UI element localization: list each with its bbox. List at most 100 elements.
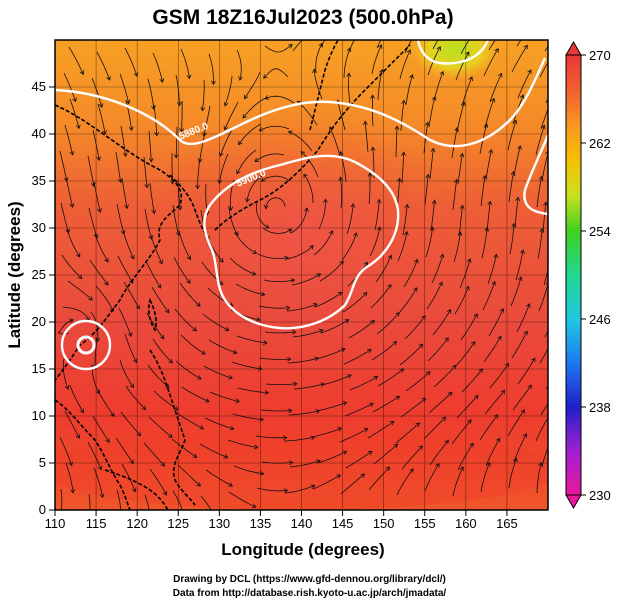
colorbar-tick-label: 230 bbox=[589, 488, 611, 503]
streamline-arrow bbox=[469, 442, 474, 448]
streamline bbox=[398, 287, 418, 314]
streamline bbox=[484, 98, 495, 129]
streamline-arrow bbox=[141, 405, 147, 411]
streamline bbox=[149, 468, 167, 496]
streamline-arrow bbox=[195, 185, 201, 190]
streamline-arrow bbox=[122, 152, 128, 158]
streamline bbox=[218, 153, 229, 184]
streamline-arrow bbox=[291, 329, 297, 335]
streamline bbox=[425, 226, 434, 258]
streamline-arrow bbox=[318, 328, 324, 334]
streamline bbox=[511, 331, 528, 359]
colorbar-top-arrow bbox=[565, 40, 582, 56]
streamline bbox=[458, 205, 463, 237]
streamline-arrow bbox=[192, 327, 197, 332]
streamline bbox=[224, 75, 233, 107]
streamline-arrow bbox=[64, 385, 70, 390]
streamline-arrow bbox=[68, 461, 73, 467]
streamline bbox=[318, 199, 326, 230]
streamline-arrow bbox=[97, 208, 102, 213]
streamline-arrow bbox=[162, 490, 168, 496]
streamline bbox=[261, 175, 291, 182]
streamline bbox=[265, 197, 286, 209]
streamline bbox=[508, 171, 514, 203]
streamline bbox=[485, 438, 501, 467]
colorbar-ticks: 270 262 254 246 238 230 bbox=[581, 48, 611, 503]
streamline bbox=[204, 417, 234, 430]
streamline-arrow bbox=[320, 382, 326, 387]
streamline bbox=[374, 199, 380, 231]
streamline bbox=[148, 416, 173, 438]
colorbar-bar bbox=[565, 54, 582, 496]
streamline-arrow bbox=[288, 44, 293, 49]
streamline-arrow bbox=[424, 121, 430, 127]
streamline-arrow bbox=[519, 94, 525, 99]
streamline bbox=[487, 254, 497, 285]
streamline bbox=[242, 97, 267, 119]
y-tick-label: 5 bbox=[39, 455, 46, 470]
streamline-arrow bbox=[465, 51, 470, 57]
streamline bbox=[92, 415, 110, 443]
streamline bbox=[143, 442, 165, 467]
streamline bbox=[427, 337, 449, 362]
streamline-arrow bbox=[510, 170, 516, 176]
streamline-arrow bbox=[288, 408, 293, 414]
streamline-arrow bbox=[131, 487, 137, 493]
streamline-arrow bbox=[293, 381, 298, 387]
streamline bbox=[197, 157, 201, 189]
streamline-arrow bbox=[258, 127, 264, 132]
credit-data: Data from http://database.rish.kyoto-u.a… bbox=[172, 588, 447, 599]
streamline bbox=[291, 273, 321, 286]
streamline-arrow bbox=[431, 199, 437, 205]
streamline-arrow bbox=[117, 178, 123, 184]
streamline bbox=[224, 101, 239, 130]
streamline bbox=[514, 197, 519, 229]
streamline-arrow bbox=[387, 254, 393, 260]
streamline bbox=[346, 203, 354, 235]
streamline bbox=[483, 336, 502, 363]
streamline bbox=[455, 341, 476, 367]
streamline-arrow bbox=[310, 29, 314, 33]
streamline-arrow bbox=[173, 154, 179, 159]
warm-high-core bbox=[140, 110, 460, 370]
streamline bbox=[60, 202, 70, 233]
streamline-arrow bbox=[392, 341, 398, 346]
streamline bbox=[256, 487, 288, 492]
streamline bbox=[115, 151, 122, 183]
streamline bbox=[177, 464, 201, 487]
streamline-arrow bbox=[264, 224, 270, 229]
streamline bbox=[459, 258, 471, 289]
streamline-arrow bbox=[538, 175, 544, 181]
y-tick-label: 20 bbox=[32, 314, 46, 329]
streamline bbox=[343, 47, 351, 79]
credit-drawing: Drawing by DCL (https://www.gfd-dennou.o… bbox=[173, 574, 446, 585]
streamline bbox=[120, 125, 127, 157]
x-tick-label: 115 bbox=[86, 516, 107, 531]
streamline-arrow bbox=[457, 231, 463, 236]
streamline bbox=[451, 127, 458, 159]
streamline-arrow bbox=[310, 435, 316, 441]
streamline bbox=[340, 177, 343, 209]
streamline-arrow bbox=[406, 49, 411, 55]
streamline-arrow bbox=[439, 253, 445, 259]
streamline bbox=[115, 437, 134, 464]
streamline-arrow bbox=[404, 203, 410, 209]
streamline-arrow bbox=[367, 349, 372, 354]
streamline bbox=[259, 357, 291, 360]
streamline bbox=[255, 201, 269, 229]
streamline bbox=[396, 468, 414, 496]
streamline-arrow bbox=[79, 70, 85, 76]
streamline bbox=[480, 462, 491, 493]
streamline-arrow bbox=[421, 397, 427, 403]
streamline-arrow bbox=[218, 280, 224, 285]
streamline-arrow bbox=[251, 503, 257, 508]
streamline-arrow bbox=[158, 259, 163, 265]
streamline-arrow bbox=[515, 196, 521, 202]
streamline-arrow bbox=[228, 374, 233, 380]
streamline bbox=[542, 202, 547, 234]
streamline bbox=[486, 201, 491, 233]
streamline bbox=[180, 334, 206, 355]
streamline-arrow bbox=[95, 389, 100, 395]
streamline bbox=[228, 491, 256, 508]
streamline bbox=[208, 53, 214, 85]
